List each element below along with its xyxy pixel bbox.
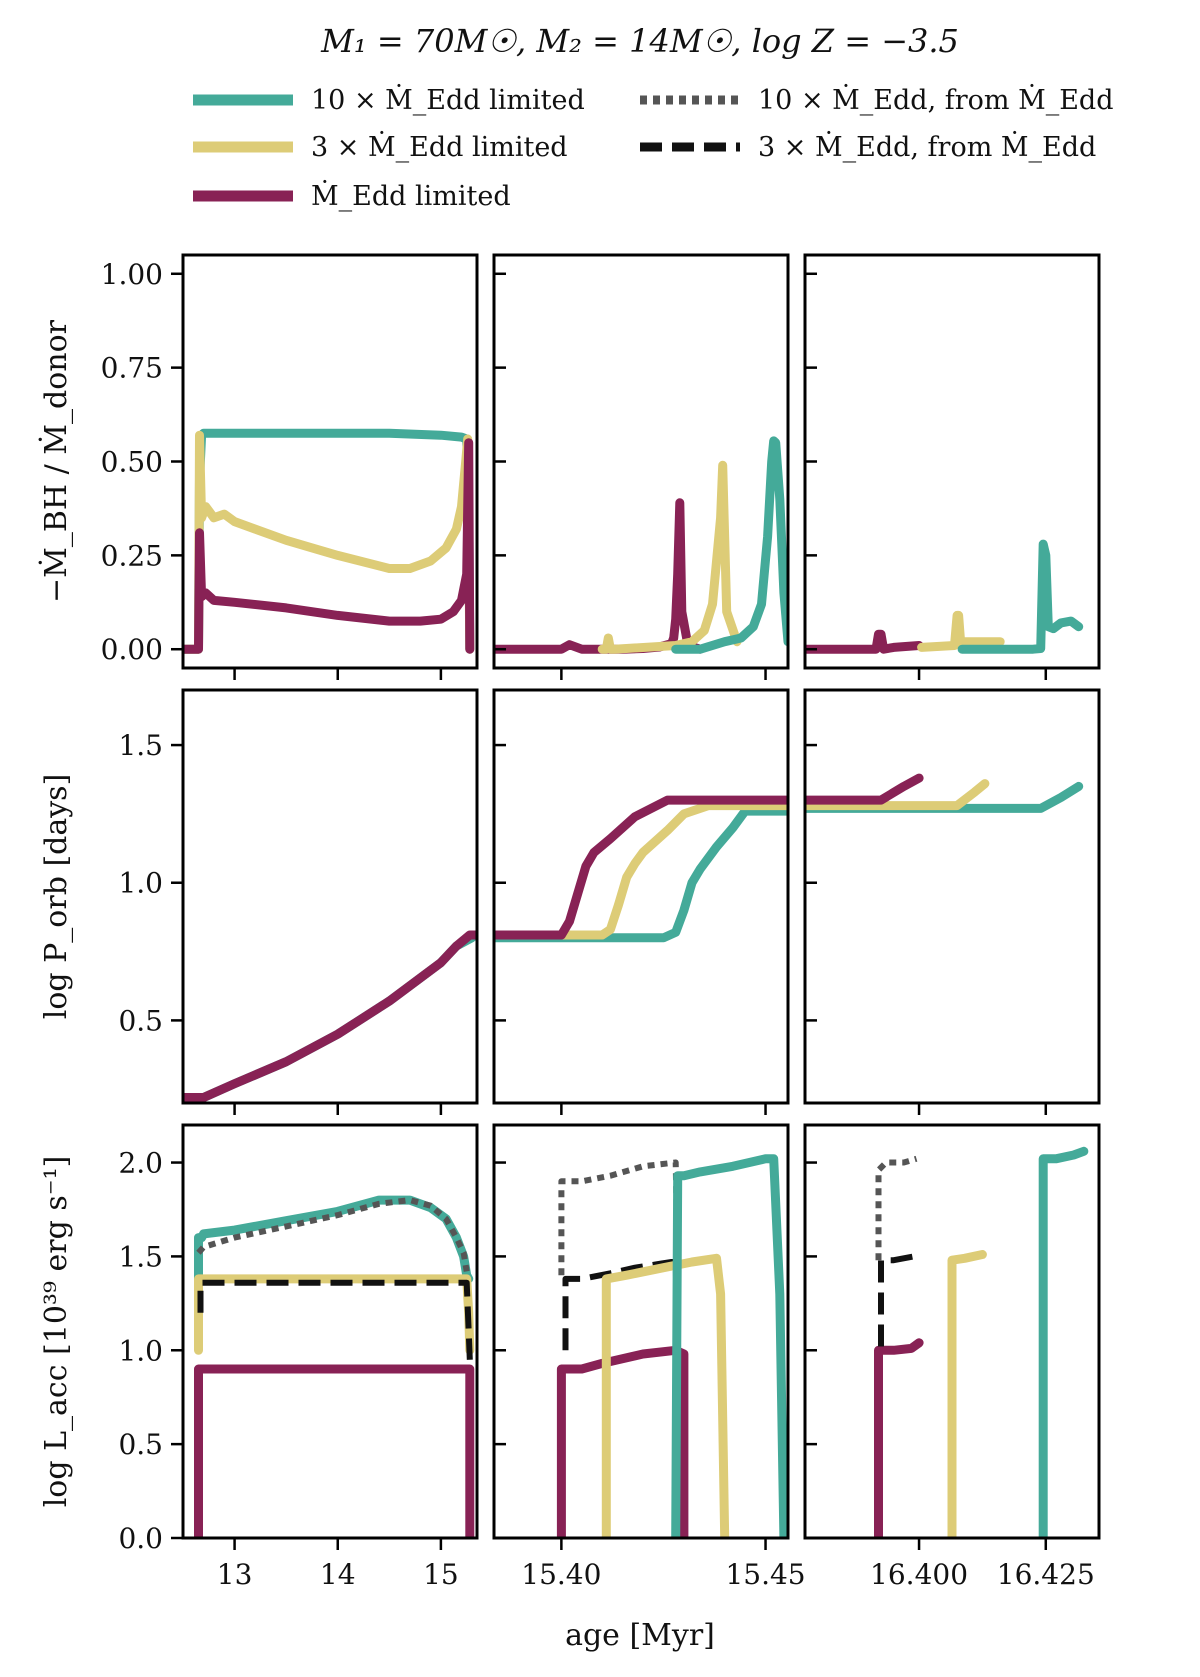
series-s1-r2-c0 [194,1364,475,1538]
y-tick-label: 1.00 [101,258,163,291]
series-s10-r0-c2 [957,539,1084,654]
y-tick-label: 1.5 [118,1240,163,1273]
panel-frame [492,688,790,1105]
panel-r0-c1 [492,253,790,680]
y-tick-label: 0.25 [101,539,163,572]
figure-title: M₁ = 70M☉, M₂ = 14M☉, log Z = −3.5 [320,22,959,60]
y-tick-label: 1.5 [118,729,163,762]
y-tick-label: 0.5 [118,1004,163,1037]
x-tick-label: 16.425 [997,1558,1095,1591]
series-s10-r2-c1 [671,1154,788,1538]
panel-r1-c1 [492,688,790,1115]
y-axis-label-row1: log P_orb [days] [39,774,74,1020]
series-s3-r0-c1 [597,460,742,654]
panel-r2-c2: 16.400 16.425 [803,1123,1101,1591]
y-tick-label: 0.0 [118,1522,163,1555]
y-tick-label: 0.75 [101,352,163,385]
x-tick-label: 14 [320,1558,356,1591]
series-s1-r0-c1 [494,498,705,654]
series-s1-r0-c2 [805,629,924,654]
series-s1-r2-c2 [874,1338,924,1538]
x-tick-label: 15.40 [521,1558,601,1591]
y-axis-label-row0: −Ṁ_BH / Ṁ_donor [38,319,74,603]
legend-label-d3: 3 × Ṁ_Edd, from Ṁ_Edd [758,130,1096,163]
series-s10-r2-c0 [194,1195,474,1284]
series-s3-r2-c1 [601,1253,730,1538]
legend-label-s10: 10 × Ṁ_Edd limited [311,83,585,116]
panel-frame [803,688,1101,1105]
legend-label-s3: 3 × Ṁ_Edd limited [311,130,568,163]
legend: 10 × Ṁ_Edd limited 3 × Ṁ_Edd limited Ṁ_Edd… [193,83,1114,212]
y-axis-label-row2: log L_acc [10³⁹ erg s⁻¹] [39,1156,74,1508]
legend-label-d10: 10 × Ṁ_Edd, from Ṁ_Edd [758,83,1114,116]
panel-frame [492,253,790,670]
x-tick-label: 15 [423,1558,459,1591]
series-s3-r2-c0 [194,1274,475,1355]
y-tick-label: 1.0 [118,867,163,900]
series-s10-r2-c2 [1038,1146,1089,1538]
series-s3-r0-c0 [183,430,475,654]
panel-frame [803,1123,1101,1540]
panel-r0-c2 [803,253,1101,680]
series-s1-r2-c1 [556,1345,689,1538]
series-s1-r1-c0 [183,930,477,1102]
panel-frame [181,688,479,1105]
panels: 0.00 0.25 0.50 0.75 1.00 −Ṁ_BH / Ṁ_donor 0.5 1.… [38,253,1101,1591]
series-s10-r1-c1 [494,806,788,943]
series-s3-r1-c2 [805,779,990,811]
y-tick-label: 0.00 [101,633,163,666]
x-tick-label: 16.400 [870,1558,968,1591]
y-tick-label: 0.5 [118,1428,163,1461]
series-s3-r1-c1 [494,801,788,940]
panel-frame [492,1123,790,1540]
series-d10-r2-c1 [558,1159,681,1276]
y-tick-label: 2.0 [118,1147,163,1180]
panel-r1-c2 [803,688,1101,1115]
x-tick-label: 13 [217,1558,253,1591]
series-s1-r1-c1 [494,795,788,940]
x-axis-label: age [Myr] [565,1618,715,1653]
series-d3-r2-c2 [878,1253,915,1347]
y-tick-label: 1.0 [118,1334,163,1367]
y-tick-label: 0.50 [101,446,163,479]
series-d10-r2-c2 [875,1155,918,1261]
series-s10-r1-c0 [183,933,477,1102]
panel-frame [181,1123,479,1540]
series-s3-r2-c2 [947,1250,987,1538]
panel-r2-c1: 15.40 15.45 [492,1123,806,1591]
panel-r2-c0: 0.0 0.5 1.0 1.5 2.0 13 14 15 log L_acc [10³⁹ erg… [39,1123,479,1591]
x-tick-label: 15.45 [725,1558,805,1591]
series-s1-r1-c2 [805,773,924,805]
panel-r1-c0: 0.5 1.0 1.5 log P_orb [days] [39,688,479,1115]
series-d3-r2-c0 [197,1279,473,1360]
legend-label-s1: Ṁ_Edd limited [311,179,511,212]
series-s3-r0-c2 [917,610,1005,652]
series-s10-r0-c1 [671,436,788,654]
panel-r0-c0: 0.00 0.25 0.50 0.75 1.00 −Ṁ_BH / Ṁ_donor [38,253,479,680]
series-s1-r0-c0 [183,438,475,654]
panel-frame [803,253,1101,670]
